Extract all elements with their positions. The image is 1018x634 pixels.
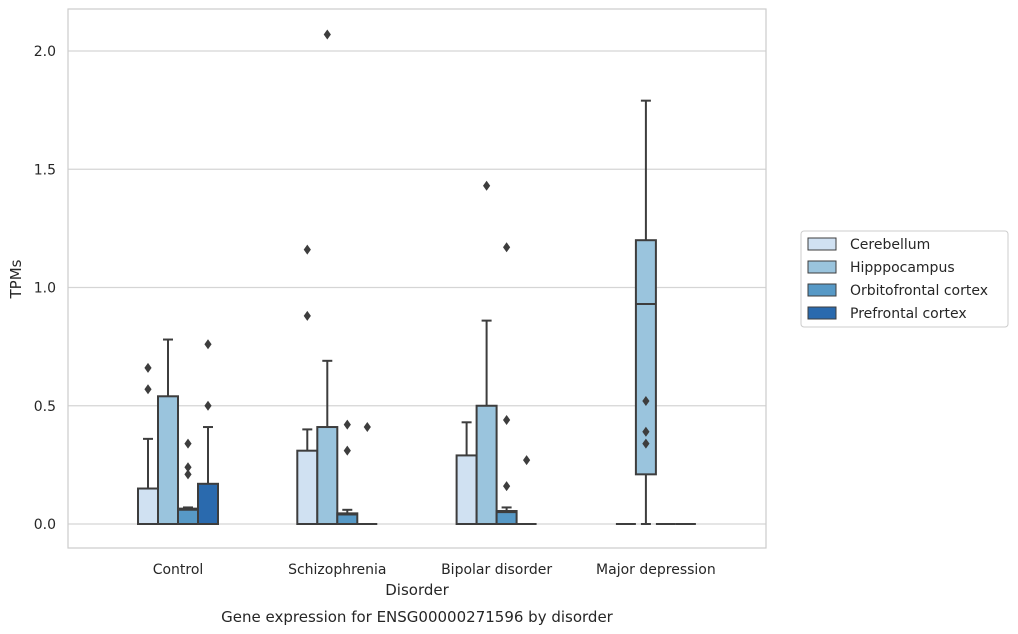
box-hipppocampus-3 [634,99,657,525]
outlier-point [184,462,192,473]
box-body [495,509,518,525]
outlier-point [642,438,650,449]
legend: Cerebellum Hipppocampus Orbitofrontal cort… [800,230,1009,328]
box-body [177,507,199,526]
y-tick-label: 0.0 [34,517,56,533]
chart-caption: Gene expression for ENSG00000271596 by d… [221,608,614,626]
legend-swatch [807,306,837,320]
outlier-point [204,339,212,350]
outlier-point [503,481,511,492]
x-tick-label: Major depression [596,562,716,578]
legend-label: Cerebellum [850,237,930,253]
box-body [316,426,339,525]
outlier-point [523,455,531,466]
x-tick-label: Bipolar disorder [441,562,552,578]
box-body [475,404,498,525]
outlier-point [642,426,650,437]
outlier-point [323,29,331,40]
outlier-point [204,400,212,411]
plot-frame [67,8,767,549]
x-axis-label: Disorder [385,581,449,599]
legend-swatch [807,260,837,274]
box-prefrontal-cortex-0 [197,339,219,526]
outlier-point [363,422,371,433]
box-hipppocampus-0 [157,338,179,526]
box-hipppocampus-1 [316,29,339,525]
outlier-point [503,242,511,253]
y-tick-label: 0.5 [34,399,56,415]
box-cerebellum-1 [296,244,319,525]
boxes [137,29,696,526]
outlier-point [343,445,351,456]
x-axis-ticks: Control Schizophrenia Bipolar disorder Majo… [153,562,716,578]
legend-swatch [807,237,837,251]
legend-frame [800,230,1009,328]
outlier-point [144,362,152,373]
legend-swatch [807,283,837,297]
y-tick-label: 1.0 [34,281,56,297]
outlier-point [503,414,511,425]
box-prefrontal-cortex-2 [516,455,537,525]
outlier-point [184,469,192,480]
box-orbitofrontal-cortex-0 [177,438,199,526]
x-tick-label: Control [153,562,204,578]
outlier-point [184,438,192,449]
box-prefrontal-cortex-1 [357,422,378,525]
legend-items: Cerebellum Hipppocampus Orbitofrontal cort… [807,237,988,322]
y-axis-label: TPMs [7,259,25,299]
outlier-point [144,384,152,395]
box-body [296,449,319,525]
y-axis-ticks: 0.0 0.5 1.0 1.5 2.0 [34,44,56,533]
x-tick-label: Schizophrenia [288,562,386,578]
y-tick-label: 1.5 [34,162,56,178]
outlier-point [303,310,311,321]
box-body [197,482,219,526]
box-orbitofrontal-cortex-1 [336,419,359,525]
box-body [157,395,179,526]
box-body [634,239,657,476]
outlier-point [303,244,311,255]
box-body [137,487,159,525]
box-cerebellum-2 [455,421,478,526]
box-body [336,512,359,525]
box-body [455,454,478,526]
y-tick-label: 2.0 [34,44,56,60]
legend-label: Prefrontal cortex [850,306,967,322]
outlier-point [483,180,491,191]
box-hipppocampus-2 [475,180,498,525]
box-cerebellum-0 [137,362,159,525]
box-orbitofrontal-cortex-2 [495,242,518,525]
legend-label: Orbitofrontal cortex [850,283,988,299]
outlier-point [343,419,351,430]
legend-label: Hipppocampus [850,260,955,276]
outlier-point [642,396,650,407]
